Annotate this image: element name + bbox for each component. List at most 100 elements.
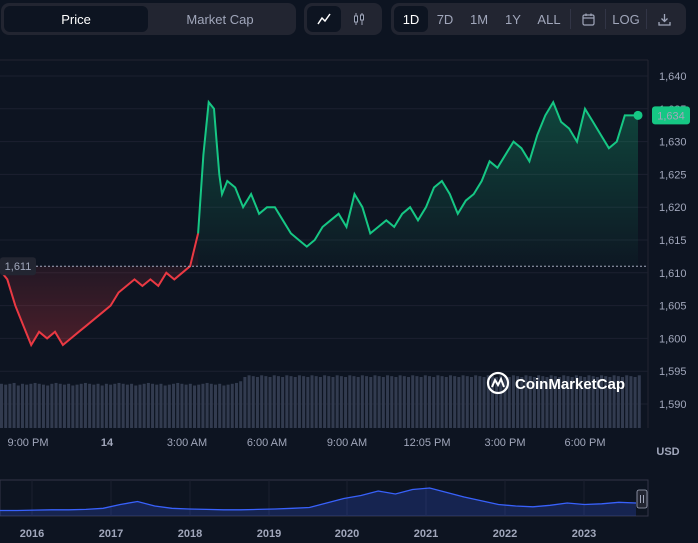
volume-bar	[490, 376, 494, 428]
volume-bar	[570, 377, 574, 428]
volume-bar	[486, 375, 490, 428]
volume-bar	[524, 375, 528, 428]
volume-bar	[16, 385, 20, 428]
volume-bar	[516, 376, 520, 428]
line-chart-icon[interactable]	[307, 6, 341, 32]
volume-bar	[448, 375, 452, 428]
volume-bar	[92, 384, 96, 428]
volume-bar	[369, 377, 373, 428]
x-tick-label: 6:00 AM	[247, 437, 287, 449]
volume-bar	[469, 377, 473, 428]
volume-bar	[608, 377, 612, 428]
price-marketcap-toggle: Price Market Cap	[1, 3, 296, 35]
candlestick-icon[interactable]	[341, 6, 377, 32]
volume-bar	[616, 376, 620, 428]
volume-bar	[579, 376, 583, 428]
volume-bar	[398, 375, 402, 428]
volume-bar	[314, 376, 318, 428]
volume-bar	[272, 375, 276, 428]
volume-bar	[41, 384, 45, 428]
volume-bar	[142, 383, 146, 428]
volume-bar	[478, 376, 482, 428]
volume-bar	[109, 384, 113, 428]
navigator[interactable]: 2016 2017 2018 2019 2020 2021 2022 2023	[0, 479, 649, 540]
volume-bar	[138, 384, 142, 428]
volume-bar	[482, 377, 486, 428]
volume-bar	[365, 376, 369, 428]
volume-bar	[29, 383, 33, 428]
volume-bar	[251, 376, 255, 428]
x-tick-label: 14	[101, 437, 114, 449]
range-7d-button[interactable]: 7D	[436, 11, 454, 27]
y-tick-label: 1,640	[659, 71, 687, 83]
volume-bar	[12, 382, 16, 428]
volume-bar	[499, 375, 503, 428]
volume-bar	[8, 383, 12, 428]
volume-bar	[612, 375, 616, 428]
range-all-button[interactable]: ALL	[537, 11, 561, 27]
volume-bar	[621, 377, 625, 428]
volume-bar	[230, 383, 234, 428]
volume-bar	[146, 382, 150, 428]
tab-market-cap[interactable]: Market Cap	[186, 11, 254, 27]
download-icon[interactable]	[649, 6, 679, 32]
calendar-icon[interactable]	[573, 6, 603, 32]
volume-bar	[197, 384, 201, 428]
volume-bar	[625, 375, 629, 428]
volume-bar	[193, 385, 197, 428]
navigator-frame	[0, 479, 649, 517]
log-scale-button[interactable]: LOG	[612, 11, 640, 27]
navigator-year-label: 2016	[20, 528, 44, 540]
volume-bar	[151, 383, 155, 428]
x-axis: 9:00 PM 14 3:00 AM 6:00 AM 9:00 AM 12:05 PM 3:…	[8, 437, 606, 449]
y-tick-label: 1,610	[659, 268, 687, 280]
x-tick-label: 9:00 PM	[8, 437, 49, 449]
volume-bar	[511, 375, 515, 428]
volume-bar	[243, 377, 247, 428]
navigator-handle[interactable]	[636, 489, 648, 509]
volume-bar	[583, 377, 587, 428]
y-tick-label: 1,600	[659, 333, 687, 345]
volume-bar	[407, 377, 411, 428]
range-toolbar: 1D 7D 1M 1Y ALL LOG	[391, 3, 686, 35]
volume-bar	[549, 375, 553, 428]
range-1y-button[interactable]: 1Y	[505, 11, 521, 27]
volume-bar	[255, 377, 259, 428]
volume-bar	[180, 383, 184, 428]
volume-bar	[465, 376, 469, 428]
volume-bar	[381, 377, 385, 428]
volume-bar	[444, 377, 448, 428]
volume-bar	[281, 377, 285, 428]
svg-text:1,611: 1,611	[5, 261, 32, 273]
range-1m-button[interactable]: 1M	[469, 11, 489, 27]
volume-bar	[75, 384, 79, 428]
tab-price[interactable]: Price	[4, 6, 148, 32]
volume-bar	[155, 384, 159, 428]
range-1d-button[interactable]: 1D	[394, 6, 428, 32]
volume-bar	[440, 376, 444, 428]
volume-bar	[83, 382, 87, 428]
volume-bar	[545, 377, 549, 428]
navigator-year-axis: 2016 2017 2018 2019 2020 2021 2022 2023	[20, 528, 596, 540]
y-tick-label: 1,620	[659, 202, 687, 214]
volume-bar	[495, 377, 499, 428]
volume-bar	[276, 376, 280, 428]
y-tick-label: 1,590	[659, 399, 687, 411]
volume-bar	[453, 376, 457, 428]
volume-bar	[604, 376, 608, 428]
volume-bar	[419, 377, 423, 428]
navigator-year-label: 2018	[178, 528, 202, 540]
y-tick-label: 1,625	[659, 169, 687, 181]
navigator-line	[0, 487, 637, 512]
navigator-year-label: 2019	[257, 528, 281, 540]
volume-bar	[121, 383, 125, 428]
volume-bar	[323, 375, 327, 428]
volume-bar	[104, 383, 108, 428]
volume-bar	[457, 377, 461, 428]
volume-bar	[130, 383, 134, 428]
volume-bar	[423, 375, 427, 428]
volume-bar	[134, 385, 138, 428]
volume-bar	[637, 375, 641, 428]
chart-type-toggle	[304, 3, 382, 35]
